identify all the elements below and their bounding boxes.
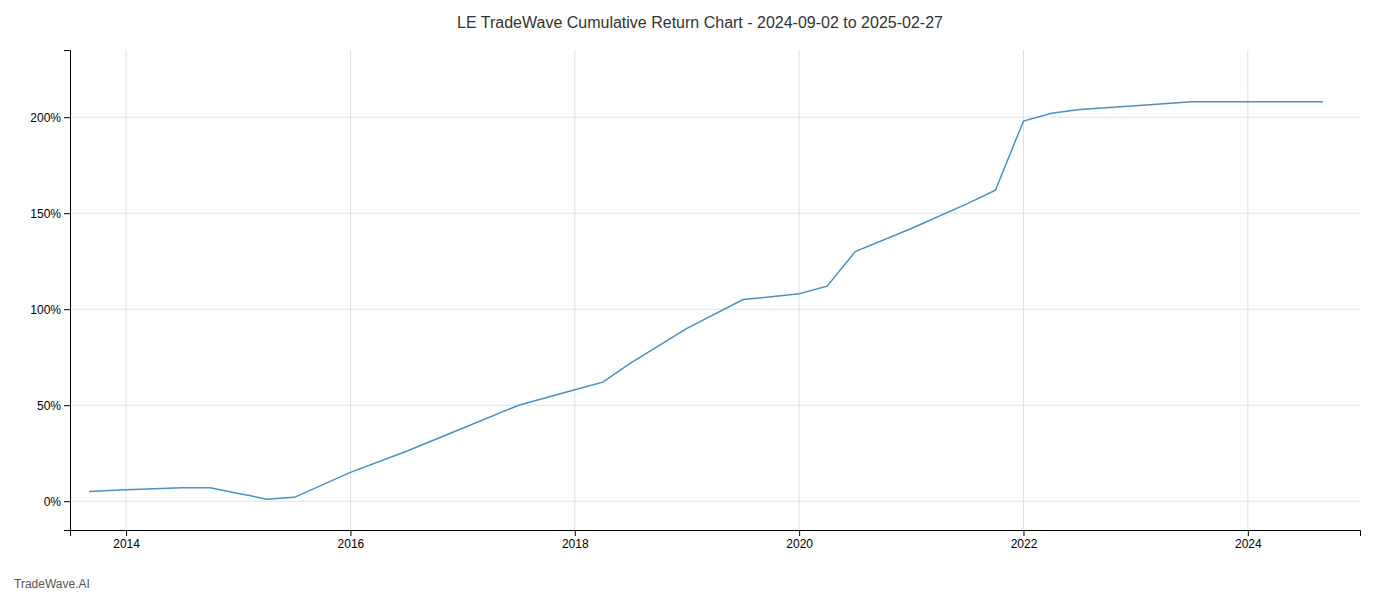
tick-label: 0% (44, 495, 62, 509)
tick-mark (799, 530, 800, 536)
tick-label: 200% (30, 111, 61, 125)
tick-label: 2020 (786, 537, 813, 551)
axis-line (71, 531, 1361, 537)
grid (70, 50, 1360, 530)
y-axis: 0% 50% 100% 150% 200% (30, 51, 70, 531)
x-axis: 2014 2016 2018 2020 2022 2024 (71, 530, 1361, 551)
tick: 100% (30, 303, 70, 317)
chart: 2014 2016 2018 2020 2022 2024 0% 50% 100% 150% 200… (0, 0, 1400, 600)
grid-line (70, 117, 1360, 118)
grid-line (70, 405, 1360, 406)
grid-line (574, 50, 575, 530)
grid-line (1247, 50, 1248, 530)
grid-line (350, 50, 351, 530)
tick: 150% (30, 207, 70, 221)
tick-mark (64, 405, 70, 406)
tick-mark (64, 309, 70, 310)
tick-mark (575, 530, 576, 536)
tick-label: 50% (37, 399, 61, 413)
tick: 2018 (562, 530, 589, 551)
tick: 0% (44, 495, 70, 509)
tick-mark (126, 530, 127, 536)
tick: 200% (30, 111, 70, 125)
tick-label: 2022 (1011, 537, 1038, 551)
line (89, 102, 1323, 499)
tick-label: 2024 (1235, 537, 1262, 551)
plot: 2014 2016 2018 2020 2022 2024 0% 50% 100% 150% 200… (30, 50, 1360, 551)
tick: 2016 (338, 530, 365, 551)
marks (89, 102, 1323, 499)
tick: 2022 (1011, 530, 1038, 551)
title: LE TradeWave Cumulative Return Chart - 2… (457, 14, 943, 31)
annotation: TradeWave.AI (14, 577, 90, 591)
tick-mark (350, 530, 351, 536)
tick: 2020 (786, 530, 813, 551)
tick-mark (64, 117, 70, 118)
tick-label: 2016 (338, 537, 365, 551)
tick-label: 2014 (113, 537, 140, 551)
tick-mark (64, 501, 70, 502)
tick-mark (1023, 530, 1024, 536)
grid-line (799, 50, 800, 530)
grid-line (70, 213, 1360, 214)
tick-mark (64, 213, 70, 214)
tick-mark (1248, 530, 1249, 536)
grid-line (126, 50, 127, 530)
grid-line (70, 501, 1360, 502)
tick-label: 2018 (562, 537, 589, 551)
tick-label: 100% (30, 303, 61, 317)
tick-label: 150% (30, 207, 61, 221)
tick: 2014 (113, 530, 140, 551)
grid-line (70, 309, 1360, 310)
tick: 2024 (1235, 530, 1262, 551)
axis-line (64, 51, 71, 531)
tick: 50% (37, 399, 70, 413)
